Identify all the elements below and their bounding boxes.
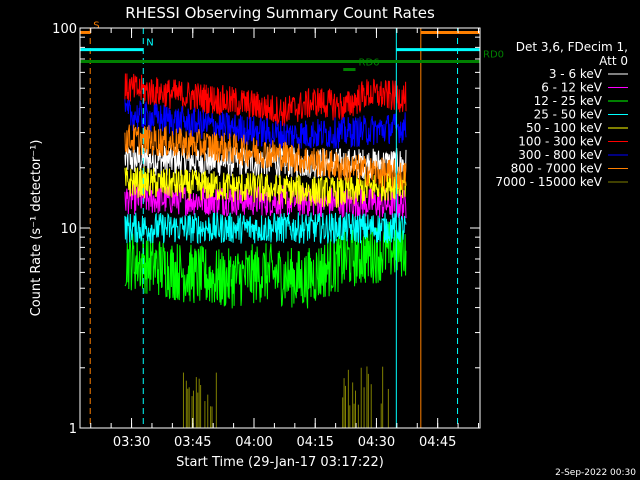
legend-label-9: 7000 - 15000 keV [495,175,602,189]
x-axis-label: Start Time (29-Jan-17 03:17:22) [176,455,384,470]
x-tick-label: 03:30 [113,435,150,450]
legend-label-1: 3 - 6 keV [549,67,603,81]
legend-label-6: 100 - 300 keV [518,135,602,149]
legend-label-5: 50 - 100 keV [526,121,603,135]
legend-label-4: 25 - 50 keV [534,108,603,122]
timestamp: 2-Sep-2022 00:30 [555,468,636,478]
y-tick-label: 1 [69,422,77,437]
y-tick-label: 10 [60,222,77,237]
flag-label-s: S [93,20,99,31]
legend-label-3: 12 - 25 keV [534,94,603,108]
flag-label-rd6: RD6 [359,58,380,69]
flag-label-n: N [146,38,153,49]
legend-label-7: 300 - 800 keV [518,148,602,162]
x-tick-label: 04:45 [419,435,456,450]
chart-title: RHESSI Observing Summary Count Rates [125,4,435,22]
chart: S N RD0 RD6 100 10 1 03:30 03:45 04:00 04:15 04:30… [0,0,640,480]
legend-header-line-1: Det 3,6, FDecim 1, [516,40,628,54]
legend-header-line-2: Att 0 [599,54,628,68]
y-axis-label: Count Rate (s⁻¹ detector⁻¹) [29,140,44,317]
flag-label-rd0: RD0 [483,49,504,60]
x-tick-label: 04:15 [296,435,333,450]
legend-label-2: 6 - 12 keV [541,81,603,95]
y-tick-label: 100 [52,22,77,37]
x-tick-label: 03:45 [174,435,211,450]
x-tick-label: 04:30 [358,435,395,450]
x-tick-label: 04:00 [235,435,272,450]
legend-label-8: 800 - 7000 keV [511,162,603,176]
